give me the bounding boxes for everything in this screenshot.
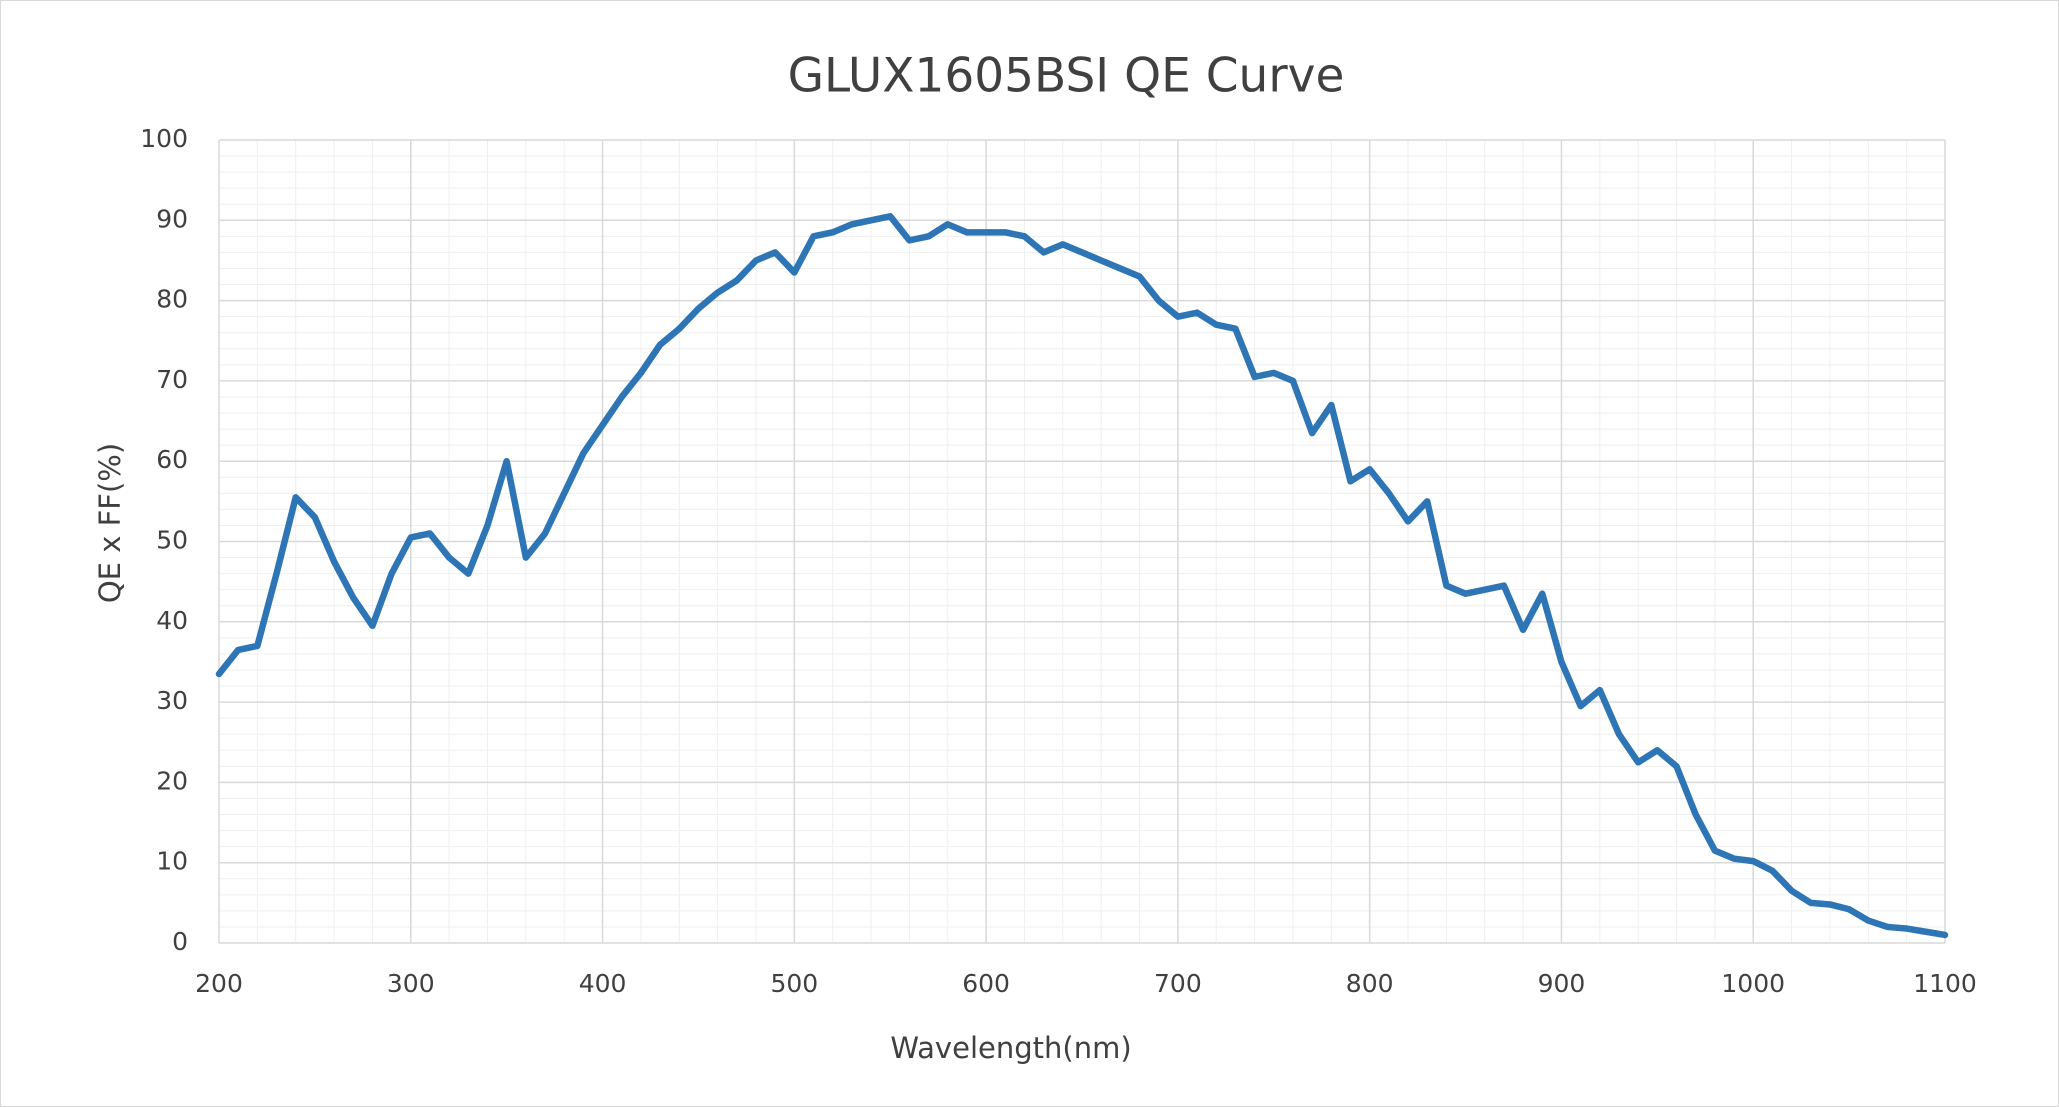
y-tick-label: 80 xyxy=(156,285,188,314)
y-tick-label: 30 xyxy=(156,686,188,715)
x-tick-label: 1000 xyxy=(1721,969,1785,998)
x-tick-label: 1100 xyxy=(1913,969,1977,998)
x-tick-label: 900 xyxy=(1538,969,1586,998)
y-tick-label: 0 xyxy=(172,927,188,956)
y-tick-label: 40 xyxy=(156,606,188,635)
y-tick-label: 50 xyxy=(156,526,188,555)
y-tick-label: 60 xyxy=(156,445,188,474)
y-tick-label: 10 xyxy=(156,847,188,876)
y-axis-label: QE x FF(%) xyxy=(93,443,127,603)
x-axis-label: Wavelength(nm) xyxy=(890,1031,1131,1065)
x-tick-label: 400 xyxy=(579,969,627,998)
x-tick-label: 800 xyxy=(1346,969,1394,998)
x-tick-label: 300 xyxy=(387,969,435,998)
chart-title: GLUX1605BSI QE Curve xyxy=(788,49,1345,104)
x-tick-label: 500 xyxy=(770,969,818,998)
y-tick-label: 100 xyxy=(140,124,188,153)
data-line xyxy=(215,213,1949,939)
x-tick-label: 600 xyxy=(962,969,1010,998)
y-tick-label: 90 xyxy=(156,204,188,233)
y-tick-label: 70 xyxy=(156,365,188,394)
x-tick-label: 700 xyxy=(1154,969,1202,998)
y-tick-label: 20 xyxy=(156,766,188,795)
x-tick-label: 200 xyxy=(195,969,243,998)
